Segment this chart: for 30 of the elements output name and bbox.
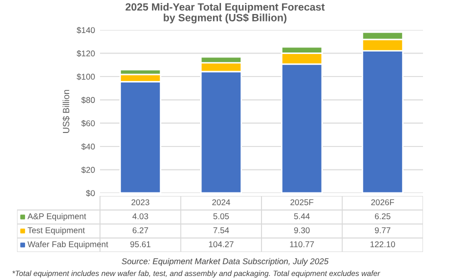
data-label: 122.10 bbox=[370, 241, 396, 248]
chart-title: 2025 Mid-Year Total Equipment Forecast by Segment (US$ Billion) bbox=[126, 3, 325, 24]
data-label: 4.03 bbox=[132, 213, 148, 220]
y-tick-label: $100 bbox=[76, 73, 95, 80]
data-label: 110.77 bbox=[290, 241, 314, 248]
data-label: 5.05 bbox=[213, 213, 229, 220]
x-tick-label: 2025F bbox=[290, 199, 314, 206]
data-label: 104.27 bbox=[209, 241, 234, 248]
data-label: 5.44 bbox=[294, 213, 310, 220]
data-label: 7.54 bbox=[213, 227, 229, 234]
y-tick-label: $60 bbox=[81, 120, 95, 127]
y-tick-label: $20 bbox=[81, 166, 95, 174]
legend-label: Test Equipment bbox=[28, 227, 85, 235]
y-tick-label: $120 bbox=[76, 50, 95, 57]
data-label: 6.25 bbox=[374, 213, 390, 220]
x-tick-label: 2023 bbox=[132, 199, 150, 206]
data-label: 95.61 bbox=[130, 241, 150, 248]
data-label: 9.77 bbox=[374, 227, 390, 234]
y-tick-label: $40 bbox=[81, 143, 95, 150]
y-tick-label: $140 bbox=[76, 26, 95, 34]
data-label: 9.30 bbox=[294, 227, 310, 234]
legend-label: Wafer Fab Equipment bbox=[28, 241, 108, 249]
y-axis-title: US$ Billion bbox=[62, 90, 70, 133]
x-tick-label: 2024 bbox=[212, 199, 230, 206]
y-tick-label: $0 bbox=[86, 190, 95, 197]
legend-label: A&P Equipment bbox=[28, 213, 86, 221]
x-tick-label: 2026F bbox=[371, 199, 394, 206]
data-label: 6.27 bbox=[132, 227, 148, 234]
y-tick-label: $80 bbox=[81, 96, 95, 104]
source-note: Source: Equipment Market Data Subscription, July 2025 bbox=[122, 258, 329, 266]
